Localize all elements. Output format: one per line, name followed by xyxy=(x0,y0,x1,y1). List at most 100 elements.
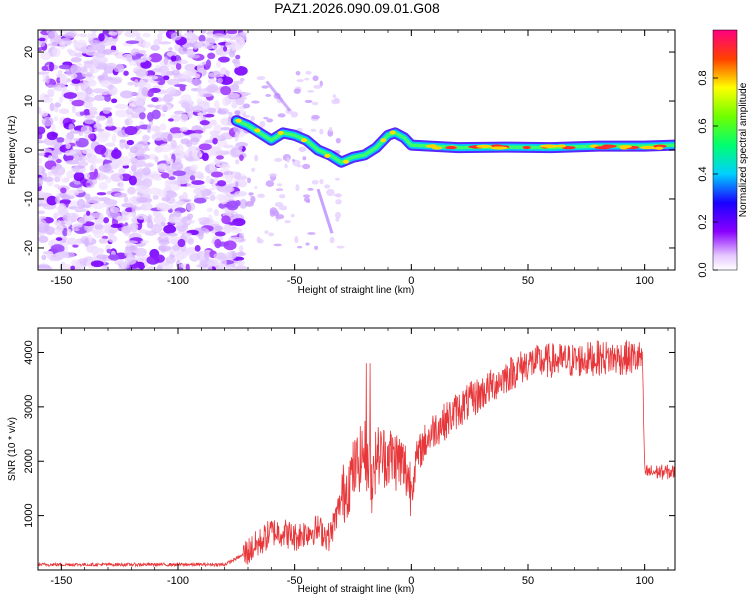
heatmap-blob xyxy=(329,236,335,244)
heatmap-blob xyxy=(215,159,221,168)
heatmap-blob xyxy=(72,227,80,232)
heatmap-blob xyxy=(105,62,117,69)
heatmap-blob xyxy=(153,38,161,46)
heatmap-blob xyxy=(277,113,286,118)
heatmap-blob xyxy=(109,40,117,46)
ridge-hotspot xyxy=(301,138,307,143)
heatmap-blob xyxy=(163,132,169,138)
heatmap-blob xyxy=(278,205,288,211)
heatmap-blob xyxy=(125,30,139,38)
ridge-hotspot xyxy=(602,144,611,148)
heatmap-blob xyxy=(336,245,345,249)
heatmap-blob xyxy=(111,149,122,159)
heatmap-blob xyxy=(164,179,171,189)
heatmap-blob xyxy=(93,94,106,101)
heatmap-blob xyxy=(220,266,234,270)
heatmap-blob xyxy=(209,119,218,126)
heatmap-blob xyxy=(184,32,196,37)
heatmap-blob xyxy=(98,130,111,139)
heatmap-blob xyxy=(68,123,74,131)
heatmap-blob xyxy=(197,217,205,223)
heatmap-blob xyxy=(38,219,47,228)
heatmap-blob xyxy=(176,200,186,205)
heatmap-blob xyxy=(212,33,226,38)
heatmap-blob xyxy=(49,61,55,72)
heatmap-blob xyxy=(170,32,182,41)
heatmap-blob xyxy=(50,244,65,253)
heatmap-blob xyxy=(113,192,128,198)
heatmap-blob xyxy=(96,254,110,259)
ridge-hotspot xyxy=(389,130,396,135)
heatmap-blob xyxy=(76,62,83,67)
spectrogram-y-tick-label-4: 20 xyxy=(23,46,35,58)
heatmap-blob xyxy=(96,192,107,196)
heatmap-blob xyxy=(147,89,154,98)
heatmap-blob xyxy=(152,194,159,200)
heatmap-blob xyxy=(151,97,159,103)
heatmap-blob xyxy=(186,213,194,219)
heatmap-blob xyxy=(131,159,146,168)
heatmap-blob xyxy=(146,104,155,108)
heatmap-blob xyxy=(333,193,341,197)
heatmap-blob xyxy=(102,48,113,55)
heatmap-blob xyxy=(175,221,184,227)
heatmap-blob xyxy=(223,223,232,234)
ridge-hotspot xyxy=(542,144,560,148)
heatmap-blob xyxy=(102,265,109,269)
heatmap-blob xyxy=(169,127,183,134)
heatmap-blob xyxy=(98,181,108,190)
heatmap-blob xyxy=(297,245,303,249)
heatmap-blob xyxy=(213,252,228,260)
heatmap-blob xyxy=(140,240,150,244)
heatmap-blob xyxy=(188,54,201,59)
heatmap-blob xyxy=(90,260,104,268)
heatmap-blob xyxy=(48,30,58,40)
heatmap-blob xyxy=(185,263,190,270)
heatmap-blob xyxy=(135,53,144,57)
ridge-hotspot xyxy=(431,146,443,150)
heatmap-blob xyxy=(298,146,306,153)
heatmap-blob xyxy=(167,78,180,86)
heatmap-blob xyxy=(225,174,233,184)
heatmap-blob xyxy=(197,111,204,122)
heatmap-blob xyxy=(146,219,154,229)
heatmap-blob xyxy=(129,222,139,233)
heatmap-blob xyxy=(266,118,274,123)
heatmap-blob xyxy=(223,240,237,251)
heatmap-blob xyxy=(73,153,84,162)
heatmap-blob xyxy=(102,108,111,115)
heatmap-blob xyxy=(296,79,304,83)
heatmap-blob xyxy=(185,166,192,173)
heatmap-blob xyxy=(70,73,78,79)
heatmap-blob xyxy=(65,189,79,197)
heatmap-blob xyxy=(261,85,269,89)
heatmap-blob xyxy=(75,137,89,148)
heatmap-blob xyxy=(39,111,49,117)
heatmap-blob xyxy=(207,78,217,84)
heatmap-blob xyxy=(191,149,203,160)
heatmap-blob xyxy=(168,176,176,181)
heatmap-blob xyxy=(72,224,83,228)
heatmap-blob xyxy=(107,234,118,243)
heatmap-blob xyxy=(250,195,256,204)
heatmap-blob xyxy=(208,214,213,219)
heatmap-blob xyxy=(182,191,188,196)
heatmap-blob xyxy=(314,245,319,250)
colorbar: 0.0 0.2 0.4 0.6 0.8 Normalized spectral ampl… xyxy=(697,29,749,278)
heatmap-blob xyxy=(116,215,129,222)
heatmap-blob xyxy=(128,175,137,186)
heatmap-blob xyxy=(208,72,223,78)
heatmap-blob xyxy=(156,163,168,173)
heatmap-blob xyxy=(239,176,248,180)
heatmap-blob xyxy=(181,101,190,109)
heatmap-blob xyxy=(225,251,233,260)
heatmap-blob xyxy=(108,78,122,85)
heatmap-blob xyxy=(224,186,235,193)
heatmap-blob xyxy=(62,214,68,221)
heatmap-blob xyxy=(159,104,172,112)
heatmap-blob xyxy=(142,178,153,188)
heatmap-blob xyxy=(101,174,109,180)
snr-x-tick-label-1: -100 xyxy=(167,575,189,587)
heatmap-blob xyxy=(178,195,189,200)
